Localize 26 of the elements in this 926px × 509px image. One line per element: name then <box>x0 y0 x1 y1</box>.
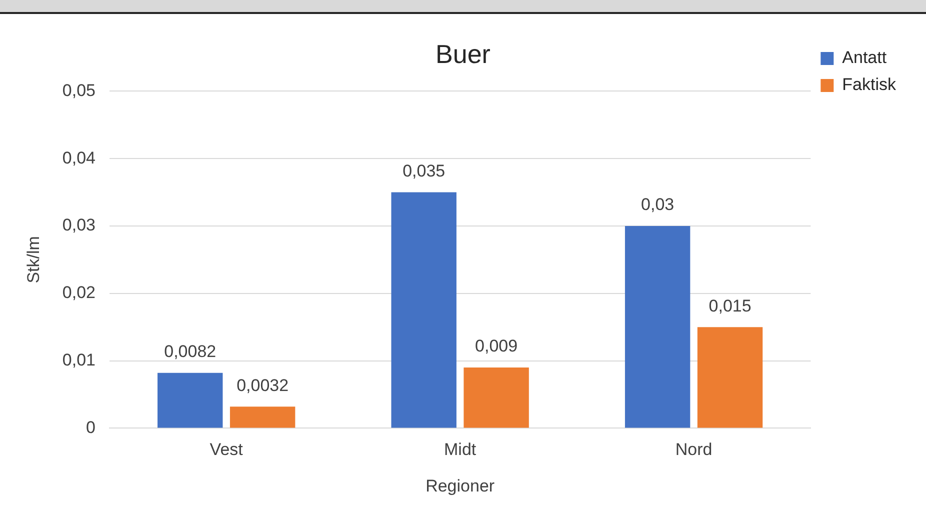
x-tick-label: Vest <box>210 440 244 460</box>
chart-title: Buer <box>436 38 491 69</box>
bar <box>158 372 223 428</box>
bar <box>464 368 529 428</box>
data-label: 0,035 <box>402 161 446 180</box>
data-label: 0,0082 <box>164 342 216 362</box>
y-tick-label: 0,02 <box>62 283 96 302</box>
data-label: 0,03 <box>641 195 674 214</box>
bar <box>697 327 763 428</box>
bar <box>624 226 690 428</box>
y-axis-title: Stk/lm <box>24 236 43 284</box>
bar <box>391 192 456 428</box>
data-label: 0,015 <box>708 296 752 316</box>
y-tick-label: 0,03 <box>62 216 96 235</box>
y-tick-label: 0 <box>86 418 96 437</box>
x-tick-label: Midt <box>444 440 476 460</box>
y-tick-label: 0,04 <box>62 148 96 168</box>
bar <box>230 406 296 428</box>
y-tick-label: 0,01 <box>62 350 96 370</box>
x-tick-label: Nord <box>675 440 712 460</box>
legend-label: Faktisk <box>842 75 896 94</box>
legend-label: Antatt <box>842 48 887 68</box>
data-label: 0,0032 <box>236 376 289 395</box>
data-label: 0,009 <box>475 336 518 356</box>
x-axis-title: Regioner <box>426 476 495 496</box>
y-tick-label: 0,05 <box>62 80 96 100</box>
